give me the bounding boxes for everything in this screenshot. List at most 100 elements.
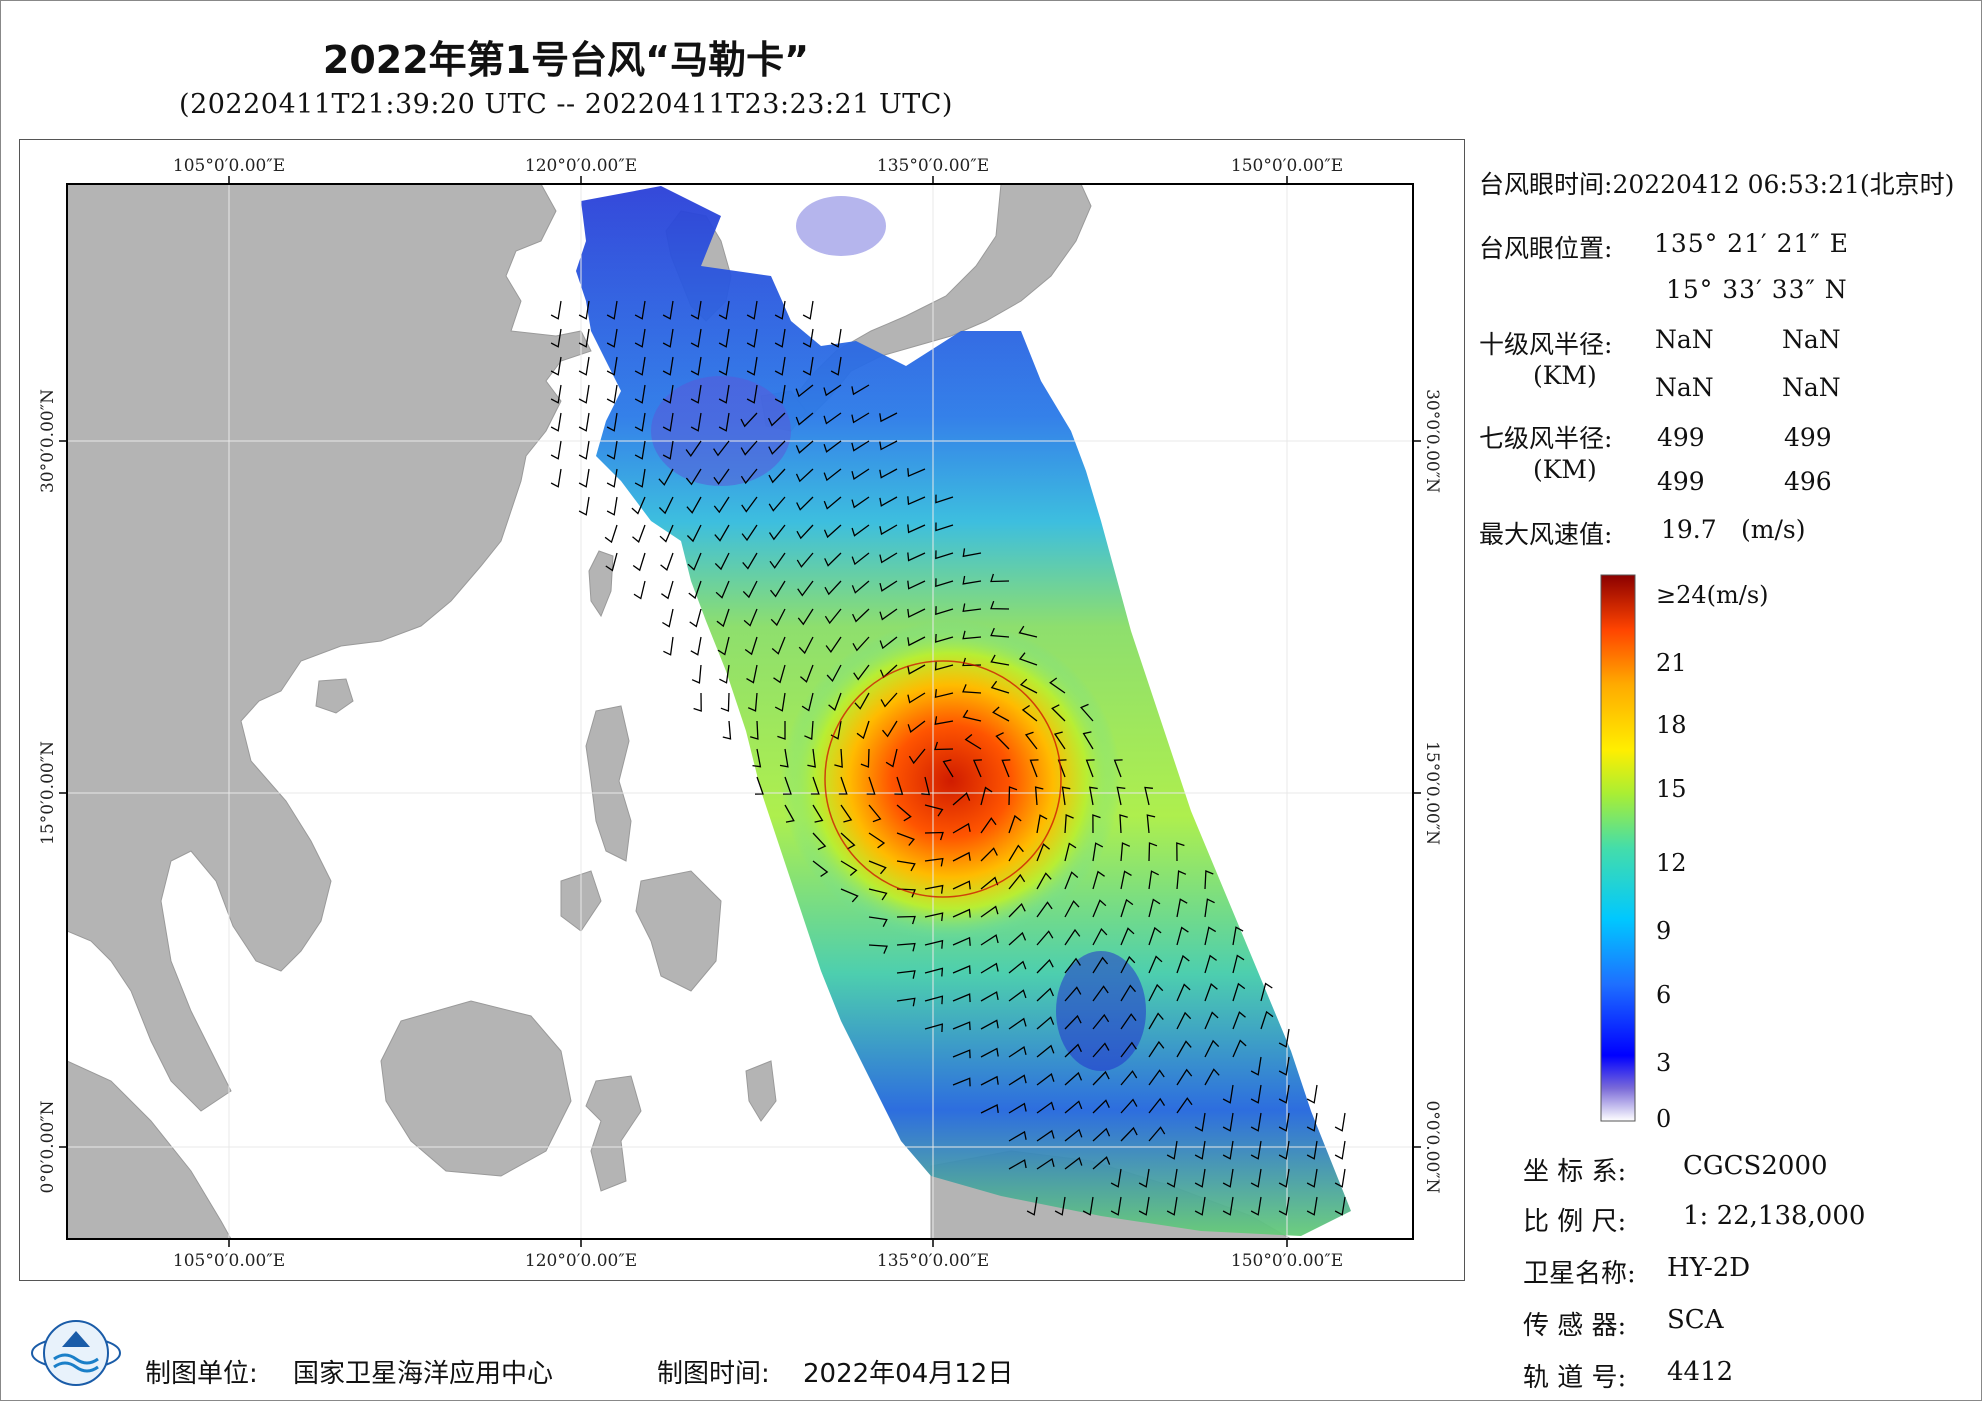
wind-barb — [1029, 759, 1039, 778]
lat-tick-right: 30°0′0.00″N — [1422, 389, 1442, 493]
wind-barb — [1092, 1156, 1111, 1170]
wind-barb — [1278, 1028, 1290, 1048]
wind-barb — [1051, 704, 1066, 722]
wind-barb — [742, 552, 758, 570]
wind-barb — [798, 636, 814, 655]
wind-barb — [796, 496, 814, 511]
wind-barb — [1036, 1016, 1055, 1030]
max-wind-label: 最大风速值: — [1479, 520, 1613, 549]
wind-barb — [1008, 989, 1027, 1002]
wind-barb — [1008, 814, 1022, 834]
wind-barb — [1019, 678, 1038, 694]
wind-barb — [990, 680, 1010, 694]
wind-barb — [1176, 983, 1191, 1002]
wind-barb — [1222, 1168, 1234, 1188]
wind-barb — [879, 440, 898, 451]
wind-barb — [550, 440, 562, 460]
wind-barb — [834, 748, 843, 768]
wind-barb — [1148, 870, 1159, 890]
r7-radius-circle — [824, 660, 1062, 898]
wind-barb — [942, 759, 954, 778]
r10-label: 十级风半径: — [1479, 330, 1613, 359]
wind-barb — [634, 384, 646, 404]
wind-barb — [838, 776, 848, 795]
wind-barb — [578, 412, 590, 432]
wind-barb — [980, 991, 999, 1002]
wind-barb — [693, 692, 702, 712]
wind-barb — [1194, 1196, 1206, 1216]
wind-barb — [1057, 759, 1067, 778]
wind-barb — [801, 692, 814, 712]
wind-barb — [690, 412, 702, 432]
wind-barb — [1120, 1013, 1137, 1030]
wind-barb — [741, 524, 758, 542]
wind-barb — [1148, 898, 1161, 918]
wind-barb — [1120, 984, 1136, 1002]
wind-barb — [1092, 956, 1109, 974]
wind-barb — [907, 664, 926, 675]
wind-barb — [824, 608, 842, 625]
colorbar-label: 21 — [1656, 649, 1687, 677]
wind-barb — [907, 692, 926, 704]
wind-barb — [1334, 1196, 1346, 1216]
wind-barb — [924, 1023, 943, 1033]
wind-barb — [935, 606, 954, 616]
wind-barb — [550, 300, 562, 320]
wind-barb — [1036, 872, 1052, 890]
wind-barb — [812, 832, 827, 851]
wind-barb — [1001, 759, 1011, 778]
lat-tick-left: 15°0′0.00″N — [38, 741, 58, 845]
wind-barb — [980, 817, 997, 834]
wind-barb — [992, 706, 1010, 722]
wind-barb — [782, 776, 792, 795]
wind-barb — [1092, 985, 1109, 1002]
eye-time-row: 台风眼时间:20220412 06:53:21(北京时) — [1479, 165, 1954, 201]
wind-barb — [990, 654, 1010, 666]
wind-barb — [1036, 987, 1054, 1002]
wind-barb — [924, 831, 944, 841]
wind-barb — [1278, 1196, 1290, 1216]
wind-barb — [1008, 1046, 1027, 1058]
wind-barb — [768, 468, 786, 484]
wind-barb — [1008, 1159, 1027, 1170]
wind-barb — [1306, 1112, 1318, 1132]
wind-barb — [1064, 1071, 1083, 1086]
wind-barb — [1064, 900, 1080, 918]
wind-barb — [934, 689, 954, 699]
wind-barb — [1036, 930, 1054, 946]
wind-barb — [1334, 1168, 1346, 1188]
eye-time-label: 台风眼时间: — [1479, 170, 1613, 199]
wind-barb — [606, 384, 618, 404]
wind-barb — [934, 741, 954, 751]
wind-barb — [907, 468, 926, 478]
wind-barb — [990, 573, 1010, 583]
wind-barb — [823, 440, 842, 453]
wind-barb — [1120, 870, 1132, 890]
wind-barb — [907, 608, 926, 618]
wind-barb — [1176, 1011, 1192, 1030]
wind-barb — [824, 580, 842, 596]
wind-barb — [719, 664, 730, 684]
wind-barb — [754, 776, 764, 795]
wind-barb — [1053, 731, 1066, 750]
wind-barb — [718, 300, 730, 320]
lat-tick-left: 0°0′0.00″N — [38, 1100, 58, 1193]
wind-barb — [896, 915, 916, 925]
wind-barb — [784, 804, 795, 823]
wind-barb — [1082, 1196, 1094, 1216]
wind-barb — [686, 524, 702, 543]
wind-barb — [1036, 1129, 1055, 1142]
wind-barb — [1110, 1168, 1122, 1188]
wind-barb — [1064, 814, 1074, 834]
wind-barb — [1222, 1196, 1234, 1216]
wind-barb — [633, 580, 646, 600]
wind-barb — [1064, 871, 1079, 890]
wind-barb — [823, 524, 842, 539]
wind-barb — [853, 664, 870, 681]
wind-barb — [907, 496, 926, 506]
wind-barb — [952, 851, 971, 862]
wind-barb — [662, 440, 674, 460]
colorbar-label: 0 — [1656, 1105, 1672, 1133]
lon-tick-top: 120°0′0.00″E — [525, 156, 637, 176]
